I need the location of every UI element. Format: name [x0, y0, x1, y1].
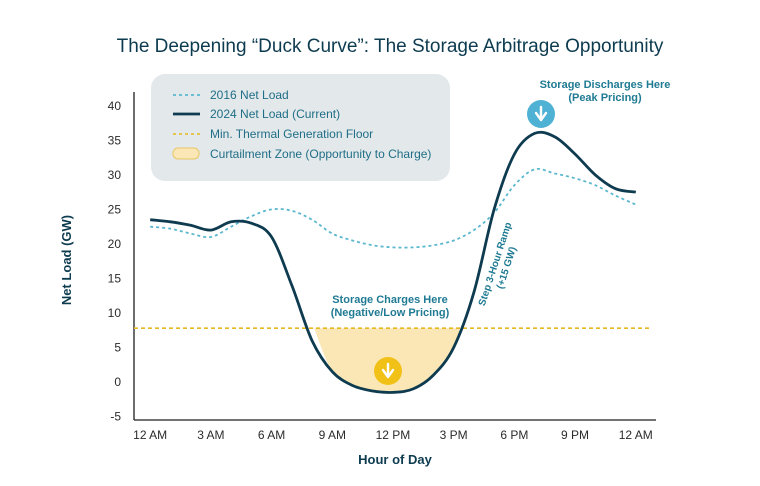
- legend-label: Curtailment Zone (Opportunity to Charge): [210, 147, 431, 161]
- y-tick-label: 5: [114, 340, 121, 354]
- legend-label: Min. Thermal Generation Floor: [210, 127, 373, 141]
- legend-box: [151, 74, 450, 181]
- series-2016-line: [150, 167, 637, 249]
- x-tick-label: 12 AM: [619, 428, 653, 442]
- arrow-head: [381, 368, 395, 379]
- arrow-head: [534, 111, 548, 122]
- legend: 2016 Net Load 2024 Net Load (Current) Min.…: [151, 74, 450, 181]
- y-tick-label: 10: [108, 306, 122, 320]
- y-tick-label: 20: [108, 237, 122, 251]
- y-tick-label: 25: [108, 202, 122, 216]
- y-axis-label: Net Load (GW): [59, 215, 74, 305]
- discharge-annotation: Storage Discharges Here (Peak Pricing): [540, 79, 671, 104]
- y-tick-label: 0: [114, 375, 121, 389]
- x-tick-label: 3 AM: [197, 428, 224, 442]
- axes: -5 0 5 10 15 20 25 30 35 40 12 AM 3 AM 6 AM 9 AM 12 PM…: [108, 92, 656, 442]
- x-tick-label: 9 PM: [561, 428, 589, 442]
- x-tick-label: 12 PM: [376, 428, 411, 442]
- charge-annotation: Storage Charges Here (Negative/Low Pricin…: [331, 294, 450, 319]
- arrow-down-icon: [527, 100, 555, 128]
- x-tick-label: 6 PM: [500, 428, 528, 442]
- x-tick-label: 9 AM: [319, 428, 346, 442]
- ramp-annotation: Step 3-Hour Ramp(+15 GW): [477, 221, 526, 311]
- x-tick-label: 6 AM: [258, 428, 285, 442]
- y-tick-label: 15: [108, 271, 122, 285]
- legend-swatch-zone: [172, 147, 200, 160]
- arrow-down-icon: [374, 357, 402, 385]
- x-axis-label: Hour of Day: [358, 452, 432, 467]
- series-layer: [150, 130, 637, 394]
- legend-label: 2024 Net Load (Current): [210, 107, 340, 121]
- legend-label: 2016 Net Load: [210, 88, 289, 102]
- y-tick-label: 30: [108, 168, 122, 182]
- y-tick-label: -5: [110, 410, 121, 424]
- series-2024-line: [150, 130, 637, 394]
- x-tick-label: 12 AM: [133, 428, 167, 442]
- x-tick-label: 3 PM: [440, 428, 468, 442]
- chart-title: The Deepening “Duck Curve”: The Storage …: [117, 36, 664, 57]
- y-tick-label: 35: [108, 133, 122, 147]
- y-tick-label: 40: [108, 99, 122, 113]
